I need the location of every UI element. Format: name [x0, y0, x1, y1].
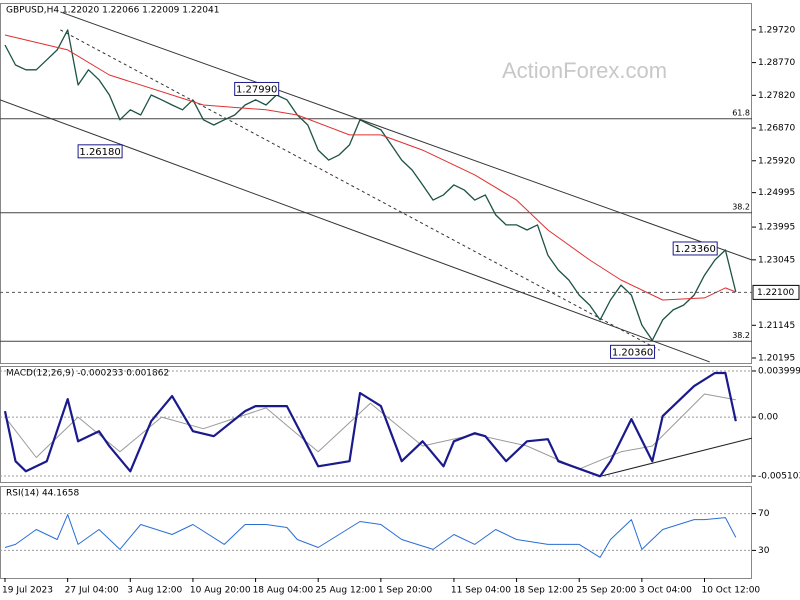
x-tick-label: 18 Sep 12:00 — [514, 586, 574, 596]
panel-title: RSI(14) 44.1658 — [6, 489, 79, 499]
annotation-box — [234, 81, 280, 96]
annotation-box — [610, 344, 656, 359]
panel-title: MACD(12,26,9) -0.000233 0.001862 — [6, 369, 169, 379]
annotation-box — [672, 241, 718, 256]
panel-frame — [0, 486, 752, 579]
current-price-box — [752, 284, 800, 300]
fib-label: 38.2 — [732, 202, 750, 211]
x-tick-label: 18 Aug 04:00 — [253, 586, 314, 596]
x-tick-label: 1 Sep 20:00 — [378, 586, 433, 596]
current-price-label: 1.22100 — [757, 288, 794, 298]
y-tick-label: 1.23045 — [758, 255, 795, 265]
y-tick-label: 1.23995 — [758, 223, 795, 233]
x-tick-label: 27 Jul 04:00 — [65, 586, 119, 596]
annotation-box — [77, 144, 123, 159]
series-line — [4, 29, 737, 341]
series-line — [4, 34, 736, 301]
trend-line — [60, 29, 660, 351]
x-tick-label: 11 Sep 04:00 — [451, 586, 511, 596]
y-tick-label: 1.27820 — [758, 91, 795, 101]
x-tick-label: 25 Aug 12:00 — [315, 586, 376, 596]
series-line — [3, 371, 737, 478]
x-tick-label: 10 Oct 12:00 — [701, 586, 760, 596]
x-tick-label: 19 Jul 2023 — [2, 586, 53, 596]
y-tick-label: 70 — [758, 509, 770, 519]
y-tick-label: 1.28770 — [758, 58, 795, 68]
y-tick-label: 1.24995 — [758, 188, 795, 198]
annotation-label: 1.23360 — [674, 244, 715, 255]
y-tick-label: 30 — [758, 546, 770, 556]
fib-label: 61.8 — [732, 108, 750, 117]
x-tick-label: 25 Sep 20:00 — [576, 586, 636, 596]
trend-line — [0, 99, 710, 363]
y-tick-label: -0.005103 — [758, 472, 800, 482]
trend-line — [599, 437, 753, 477]
panel-frame — [0, 366, 752, 483]
y-tick-label: 1.20195 — [758, 354, 795, 364]
x-tick-label: 3 Oct 04:00 — [639, 586, 692, 596]
panel-frame — [0, 3, 752, 364]
y-tick-label: 1.25920 — [758, 156, 795, 166]
y-tick-label: 1.21145 — [758, 321, 795, 331]
annotation-label: 1.20360 — [612, 347, 653, 358]
annotation-label: 1.26180 — [79, 147, 120, 158]
trend-line — [60, 11, 753, 261]
y-tick-label: 1.29720 — [758, 25, 795, 35]
y-tick-label: 0.00 — [758, 413, 778, 423]
fib-label: 38.2 — [732, 331, 750, 340]
x-tick-label: 3 Aug 12:00 — [127, 586, 182, 596]
watermark: ActionForex.com — [502, 58, 667, 83]
panel-title: GBPUSD,H4 1.22020 1.22066 1.22009 1.2204… — [6, 6, 219, 16]
x-tick-label: 10 Aug 20:00 — [190, 586, 251, 596]
series-line — [4, 514, 737, 558]
y-tick-label: 1.26870 — [758, 124, 795, 134]
y-tick-label: 0.003999 — [758, 366, 800, 376]
annotation-label: 1.27990 — [236, 84, 277, 95]
